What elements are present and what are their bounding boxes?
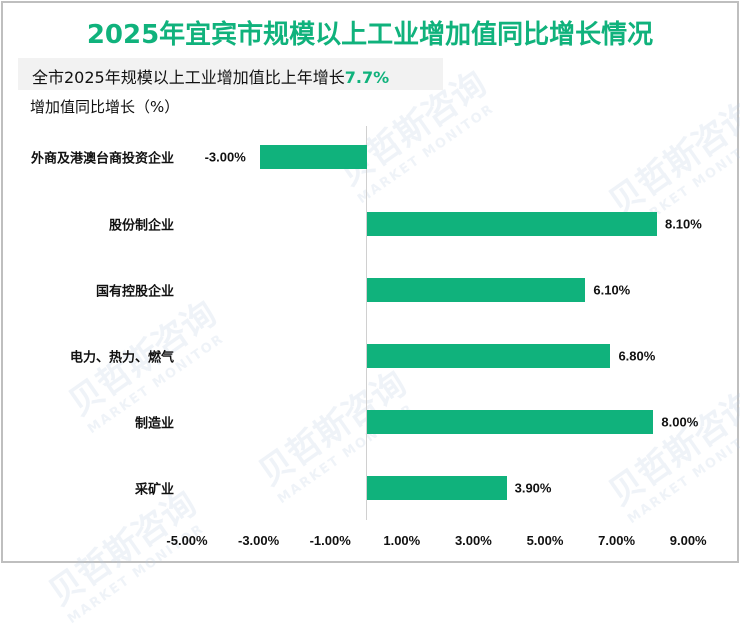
subtitle: 全市2025年规模以上工业增加值比上年增长7.7% — [32, 64, 389, 88]
category-label: 外商及港澳台商投资企业 — [30, 151, 174, 167]
value-label: -3.00% — [204, 149, 246, 165]
chart-title: 2025年宜宾市规模以上工业增加值同比增长情况 — [86, 20, 654, 50]
x-tick-label: 7.00% — [598, 533, 636, 548]
category-label: 电力、热力、燃气 — [69, 350, 174, 366]
category-label: 股份制企业 — [108, 218, 174, 234]
category-label: 制造业 — [134, 416, 174, 432]
x-tick-label: 9.00% — [669, 533, 707, 548]
zero-axis-line — [366, 126, 367, 520]
value-label: 3.90% — [514, 480, 552, 496]
bar — [367, 212, 657, 236]
x-tick-label: -1.00% — [309, 533, 351, 548]
x-tick-label: -3.00% — [237, 533, 280, 548]
bar — [367, 278, 586, 302]
bar — [259, 145, 367, 169]
x-tick-label: 1.00% — [383, 533, 421, 548]
bar — [367, 476, 507, 500]
x-tick-label: -5.00% — [166, 533, 208, 548]
category-label: 国有控股企业 — [95, 284, 174, 300]
bar — [367, 344, 611, 368]
subtitle-highlight: 7.7% — [344, 68, 390, 87]
x-tick-label: 3.00% — [454, 533, 492, 548]
x-tick-label: 5.00% — [526, 533, 564, 548]
subtitle-text: 全市2025年规模以上工业增加值比上年增长 — [32, 68, 345, 87]
subtitle-box: 全市2025年规模以上工业增加值比上年增长7.7% — [18, 58, 443, 90]
y-axis-label: 增加值同比增长（%） — [30, 98, 180, 116]
category-label: 采矿业 — [134, 482, 174, 498]
value-label: 6.10% — [593, 282, 631, 298]
value-label: 8.00% — [661, 414, 699, 430]
bar — [367, 410, 654, 434]
value-label: 6.80% — [618, 348, 656, 364]
value-label: 8.10% — [664, 216, 702, 232]
